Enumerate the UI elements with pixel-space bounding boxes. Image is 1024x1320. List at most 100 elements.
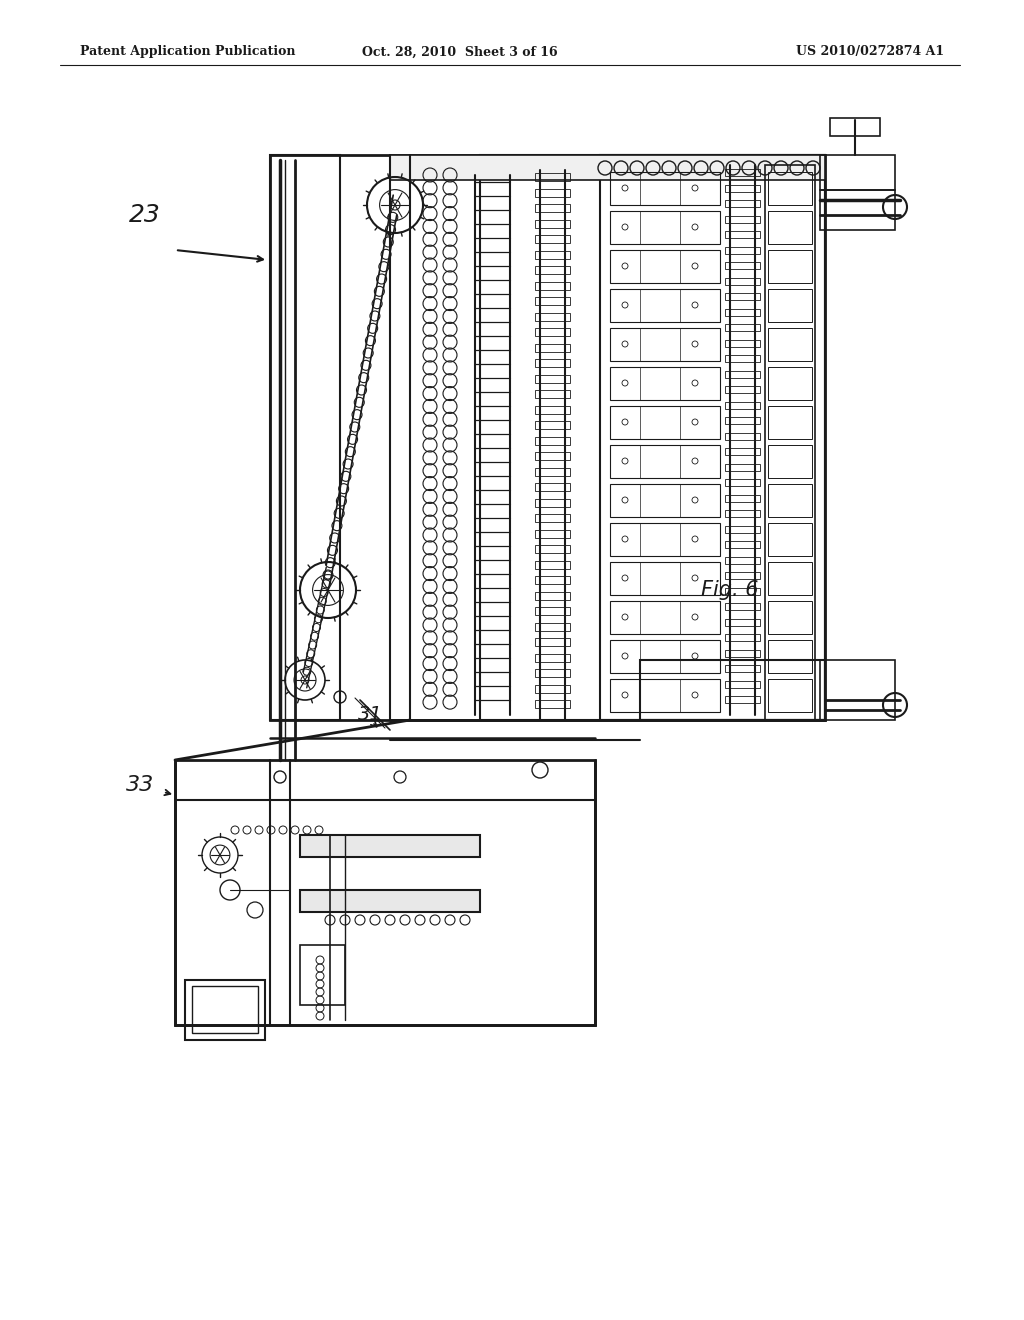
Bar — [768, 407, 812, 440]
Bar — [600, 154, 825, 719]
Text: 33: 33 — [126, 775, 155, 795]
Bar — [725, 169, 760, 176]
Bar — [535, 405, 570, 413]
Bar — [610, 211, 720, 244]
Bar — [535, 421, 570, 429]
Bar — [725, 215, 760, 223]
Bar — [725, 385, 760, 393]
Bar — [300, 836, 480, 857]
Text: Oct. 28, 2010  Sheet 3 of 16: Oct. 28, 2010 Sheet 3 of 16 — [362, 45, 558, 58]
Bar — [725, 495, 760, 502]
Bar — [768, 211, 812, 244]
Bar — [535, 467, 570, 475]
Bar — [725, 201, 760, 207]
Bar — [270, 154, 825, 719]
Bar — [725, 355, 760, 362]
Bar — [725, 309, 760, 315]
Bar — [610, 484, 720, 517]
Bar — [535, 638, 570, 645]
Bar — [535, 359, 570, 367]
Bar — [610, 640, 720, 673]
Bar — [725, 587, 760, 594]
Bar — [535, 327, 570, 337]
Bar — [725, 619, 760, 626]
Bar — [820, 660, 895, 719]
Bar — [175, 760, 595, 1026]
Bar — [535, 281, 570, 289]
Bar — [535, 389, 570, 399]
Bar — [535, 499, 570, 507]
Bar — [725, 339, 760, 346]
Bar — [768, 640, 812, 673]
Bar — [535, 700, 570, 708]
Bar — [610, 678, 720, 711]
Bar — [535, 561, 570, 569]
Bar — [768, 367, 812, 400]
Bar — [768, 678, 812, 711]
Bar — [535, 375, 570, 383]
Bar — [768, 523, 812, 556]
Bar — [193, 986, 258, 1034]
Bar — [535, 623, 570, 631]
Bar — [610, 172, 720, 205]
Bar — [725, 293, 760, 300]
Bar — [535, 205, 570, 213]
Bar — [768, 445, 812, 478]
Bar — [610, 249, 720, 282]
Bar — [725, 541, 760, 548]
Bar — [535, 219, 570, 227]
Bar — [535, 313, 570, 321]
Bar — [725, 603, 760, 610]
Bar — [535, 173, 570, 181]
Bar — [725, 433, 760, 440]
Bar — [725, 525, 760, 532]
Bar — [725, 401, 760, 408]
Bar — [270, 154, 340, 719]
Bar — [535, 235, 570, 243]
Bar — [535, 343, 570, 351]
Bar — [725, 510, 760, 517]
Bar — [725, 447, 760, 455]
Bar — [725, 277, 760, 285]
Bar — [535, 513, 570, 521]
Text: Fig. 6: Fig. 6 — [701, 579, 759, 601]
Text: 31: 31 — [358, 705, 383, 725]
Bar — [535, 669, 570, 677]
Bar — [725, 247, 760, 253]
Bar — [610, 289, 720, 322]
Bar — [768, 249, 812, 282]
Bar — [640, 660, 825, 719]
Bar — [725, 649, 760, 656]
Bar — [535, 251, 570, 259]
Bar — [725, 696, 760, 704]
Bar — [610, 601, 720, 634]
Bar — [725, 417, 760, 424]
Bar — [725, 323, 760, 331]
Bar — [535, 483, 570, 491]
Bar — [765, 165, 815, 719]
Bar — [300, 945, 345, 1005]
Bar — [768, 562, 812, 595]
Bar — [300, 890, 480, 912]
Bar — [535, 685, 570, 693]
Text: Patent Application Publication: Patent Application Publication — [80, 45, 296, 58]
Bar — [610, 445, 720, 478]
Bar — [725, 572, 760, 579]
Bar — [610, 367, 720, 400]
Bar — [480, 154, 825, 719]
Bar — [535, 545, 570, 553]
Bar — [725, 231, 760, 238]
Bar — [535, 437, 570, 445]
Bar — [535, 653, 570, 661]
Bar — [535, 267, 570, 275]
Bar — [725, 185, 760, 191]
Bar — [185, 979, 265, 1040]
Bar — [725, 634, 760, 642]
Bar — [610, 523, 720, 556]
Bar — [725, 665, 760, 672]
Bar — [820, 154, 895, 190]
Bar — [725, 479, 760, 486]
Bar — [725, 557, 760, 564]
Bar — [535, 576, 570, 583]
Bar — [725, 681, 760, 688]
